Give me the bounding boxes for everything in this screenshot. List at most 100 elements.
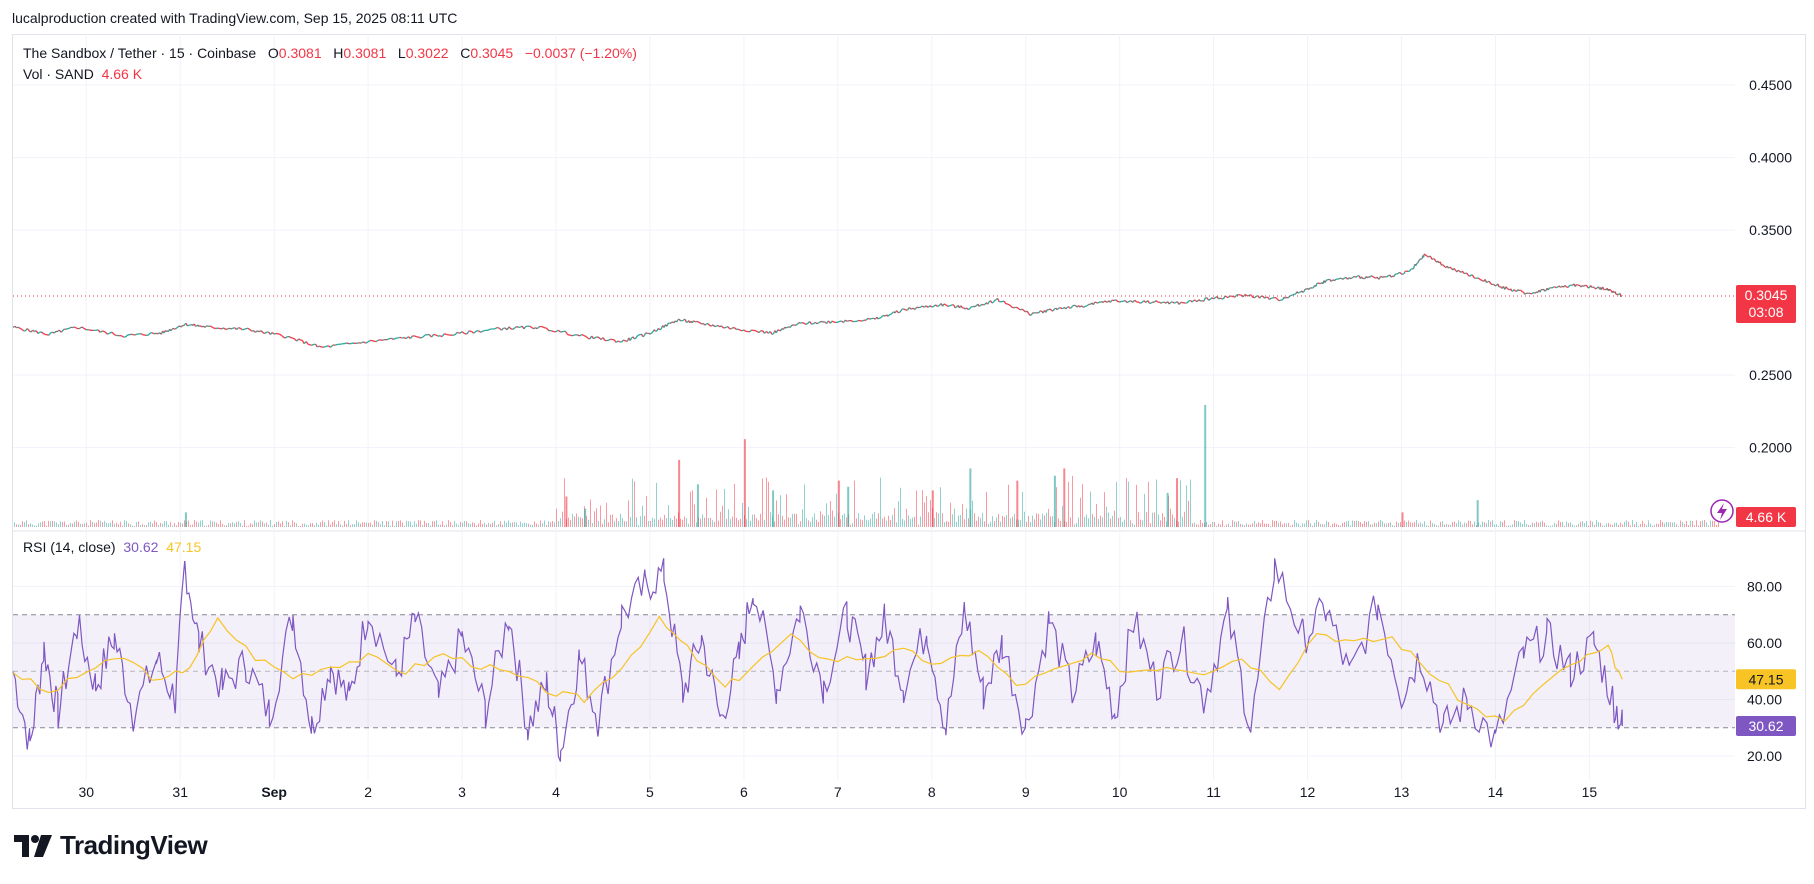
price-candle-segment [1332, 279, 1335, 282]
volume-bar [936, 512, 937, 527]
volume-bar [284, 525, 285, 527]
price-candle-segment [737, 328, 741, 331]
volume-bar [1558, 520, 1559, 527]
x-tick-label: 9 [1022, 784, 1030, 800]
volume-bar [342, 525, 343, 527]
price-candle-segment [954, 306, 957, 309]
price-candle-segment [818, 320, 822, 324]
price-candle-segment [927, 305, 931, 308]
rsi-tick-label: 60.00 [1747, 635, 1782, 651]
volume-bar [1036, 513, 1037, 527]
volume-bar [270, 520, 271, 527]
price-candle-segment [964, 307, 967, 310]
volume-bar [1618, 524, 1619, 527]
volume-bar [638, 525, 639, 527]
price-candle-segment [764, 330, 767, 334]
volume-bar [290, 525, 291, 527]
price-candle-segment [487, 328, 491, 331]
volume-bar [1356, 520, 1357, 527]
volume-bar [1062, 505, 1063, 527]
volume-bar [1532, 522, 1533, 527]
price-candle-segment [856, 319, 859, 322]
price-candle-segment [1211, 297, 1214, 300]
volume-bar [748, 506, 749, 527]
volume-bar [966, 508, 967, 527]
volume-bar [1390, 522, 1391, 527]
price-candle-segment [360, 341, 364, 344]
price-candle-segment [629, 337, 633, 341]
volume-bar [1634, 524, 1635, 527]
price-candle-segment [639, 333, 642, 336]
price-candle-segment [508, 326, 512, 330]
volume-bar [1238, 520, 1239, 527]
volume-bar [558, 520, 559, 527]
price-candle-segment [711, 324, 714, 327]
price-candle-segment [898, 310, 902, 314]
volume-bar [864, 515, 865, 527]
price-candle-segment [473, 330, 477, 334]
price-candle-segment [1457, 269, 1461, 272]
volume-bar [1364, 521, 1365, 527]
volume-bar [958, 515, 959, 527]
volume-bar [1336, 524, 1337, 527]
price-candle-segment [1408, 268, 1412, 272]
price-candle-segment [1117, 300, 1120, 303]
volume-bar [1140, 519, 1141, 527]
price-candle-segment [925, 305, 929, 308]
volume-bar [580, 517, 581, 527]
price-candle-segment [175, 327, 178, 330]
price-candle-segment [327, 345, 331, 348]
volume-bar [78, 521, 79, 527]
price-candle-segment [784, 326, 787, 329]
volume-bar [1012, 516, 1013, 527]
price-candle-segment [43, 332, 46, 336]
price-candle-segment [1153, 300, 1157, 303]
volume-bar [706, 497, 707, 527]
price-candle-segment [418, 336, 422, 339]
volume-bar [594, 511, 595, 527]
volume-bar [1502, 522, 1503, 527]
price-candle-segment [1353, 275, 1357, 278]
volume-bar [1506, 525, 1507, 527]
price-candle-segment [1277, 299, 1280, 302]
tradingview-footer[interactable]: TradingView [14, 830, 208, 861]
volume-bar [590, 499, 591, 527]
volume-bar [212, 521, 213, 527]
price-candle-segment [1104, 300, 1107, 303]
price-candle-segment [1284, 296, 1287, 299]
volume-bar [732, 516, 733, 527]
volume-bar [74, 521, 75, 527]
volume-bar [786, 494, 787, 527]
volume-bar [1314, 522, 1315, 527]
price-candle-segment [749, 329, 752, 333]
volume-bar [38, 523, 39, 527]
volume-bar [1330, 525, 1331, 527]
price-candle-segment [1126, 300, 1130, 304]
volume-bar [1358, 521, 1359, 527]
price-candle-segment [1267, 296, 1271, 300]
volume-bar [818, 521, 819, 527]
price-candle-segment [365, 341, 369, 344]
volume-bar [176, 525, 177, 527]
volume-bar [1512, 524, 1513, 527]
price-candle-segment [1269, 297, 1272, 301]
chart-frame [12, 34, 1806, 809]
volume-bar [200, 520, 201, 527]
price-candle-segment [903, 308, 906, 311]
price-candle-segment [1234, 294, 1238, 298]
volume-bar [884, 516, 885, 527]
price-candle-segment [1190, 300, 1193, 303]
volume-spike [1204, 405, 1207, 527]
volume-bar [130, 524, 131, 527]
price-candle-segment [1442, 264, 1445, 267]
volume-bar [1516, 521, 1517, 527]
volume-bar [866, 519, 867, 527]
volume-bar [1096, 503, 1097, 527]
price-candle-segment [682, 319, 685, 322]
lightning-icon[interactable] [1710, 499, 1734, 523]
price-candle-segment [180, 325, 184, 328]
volume-bar [676, 518, 677, 527]
volume-bar [196, 521, 197, 527]
price-candle-segment [88, 329, 92, 331]
